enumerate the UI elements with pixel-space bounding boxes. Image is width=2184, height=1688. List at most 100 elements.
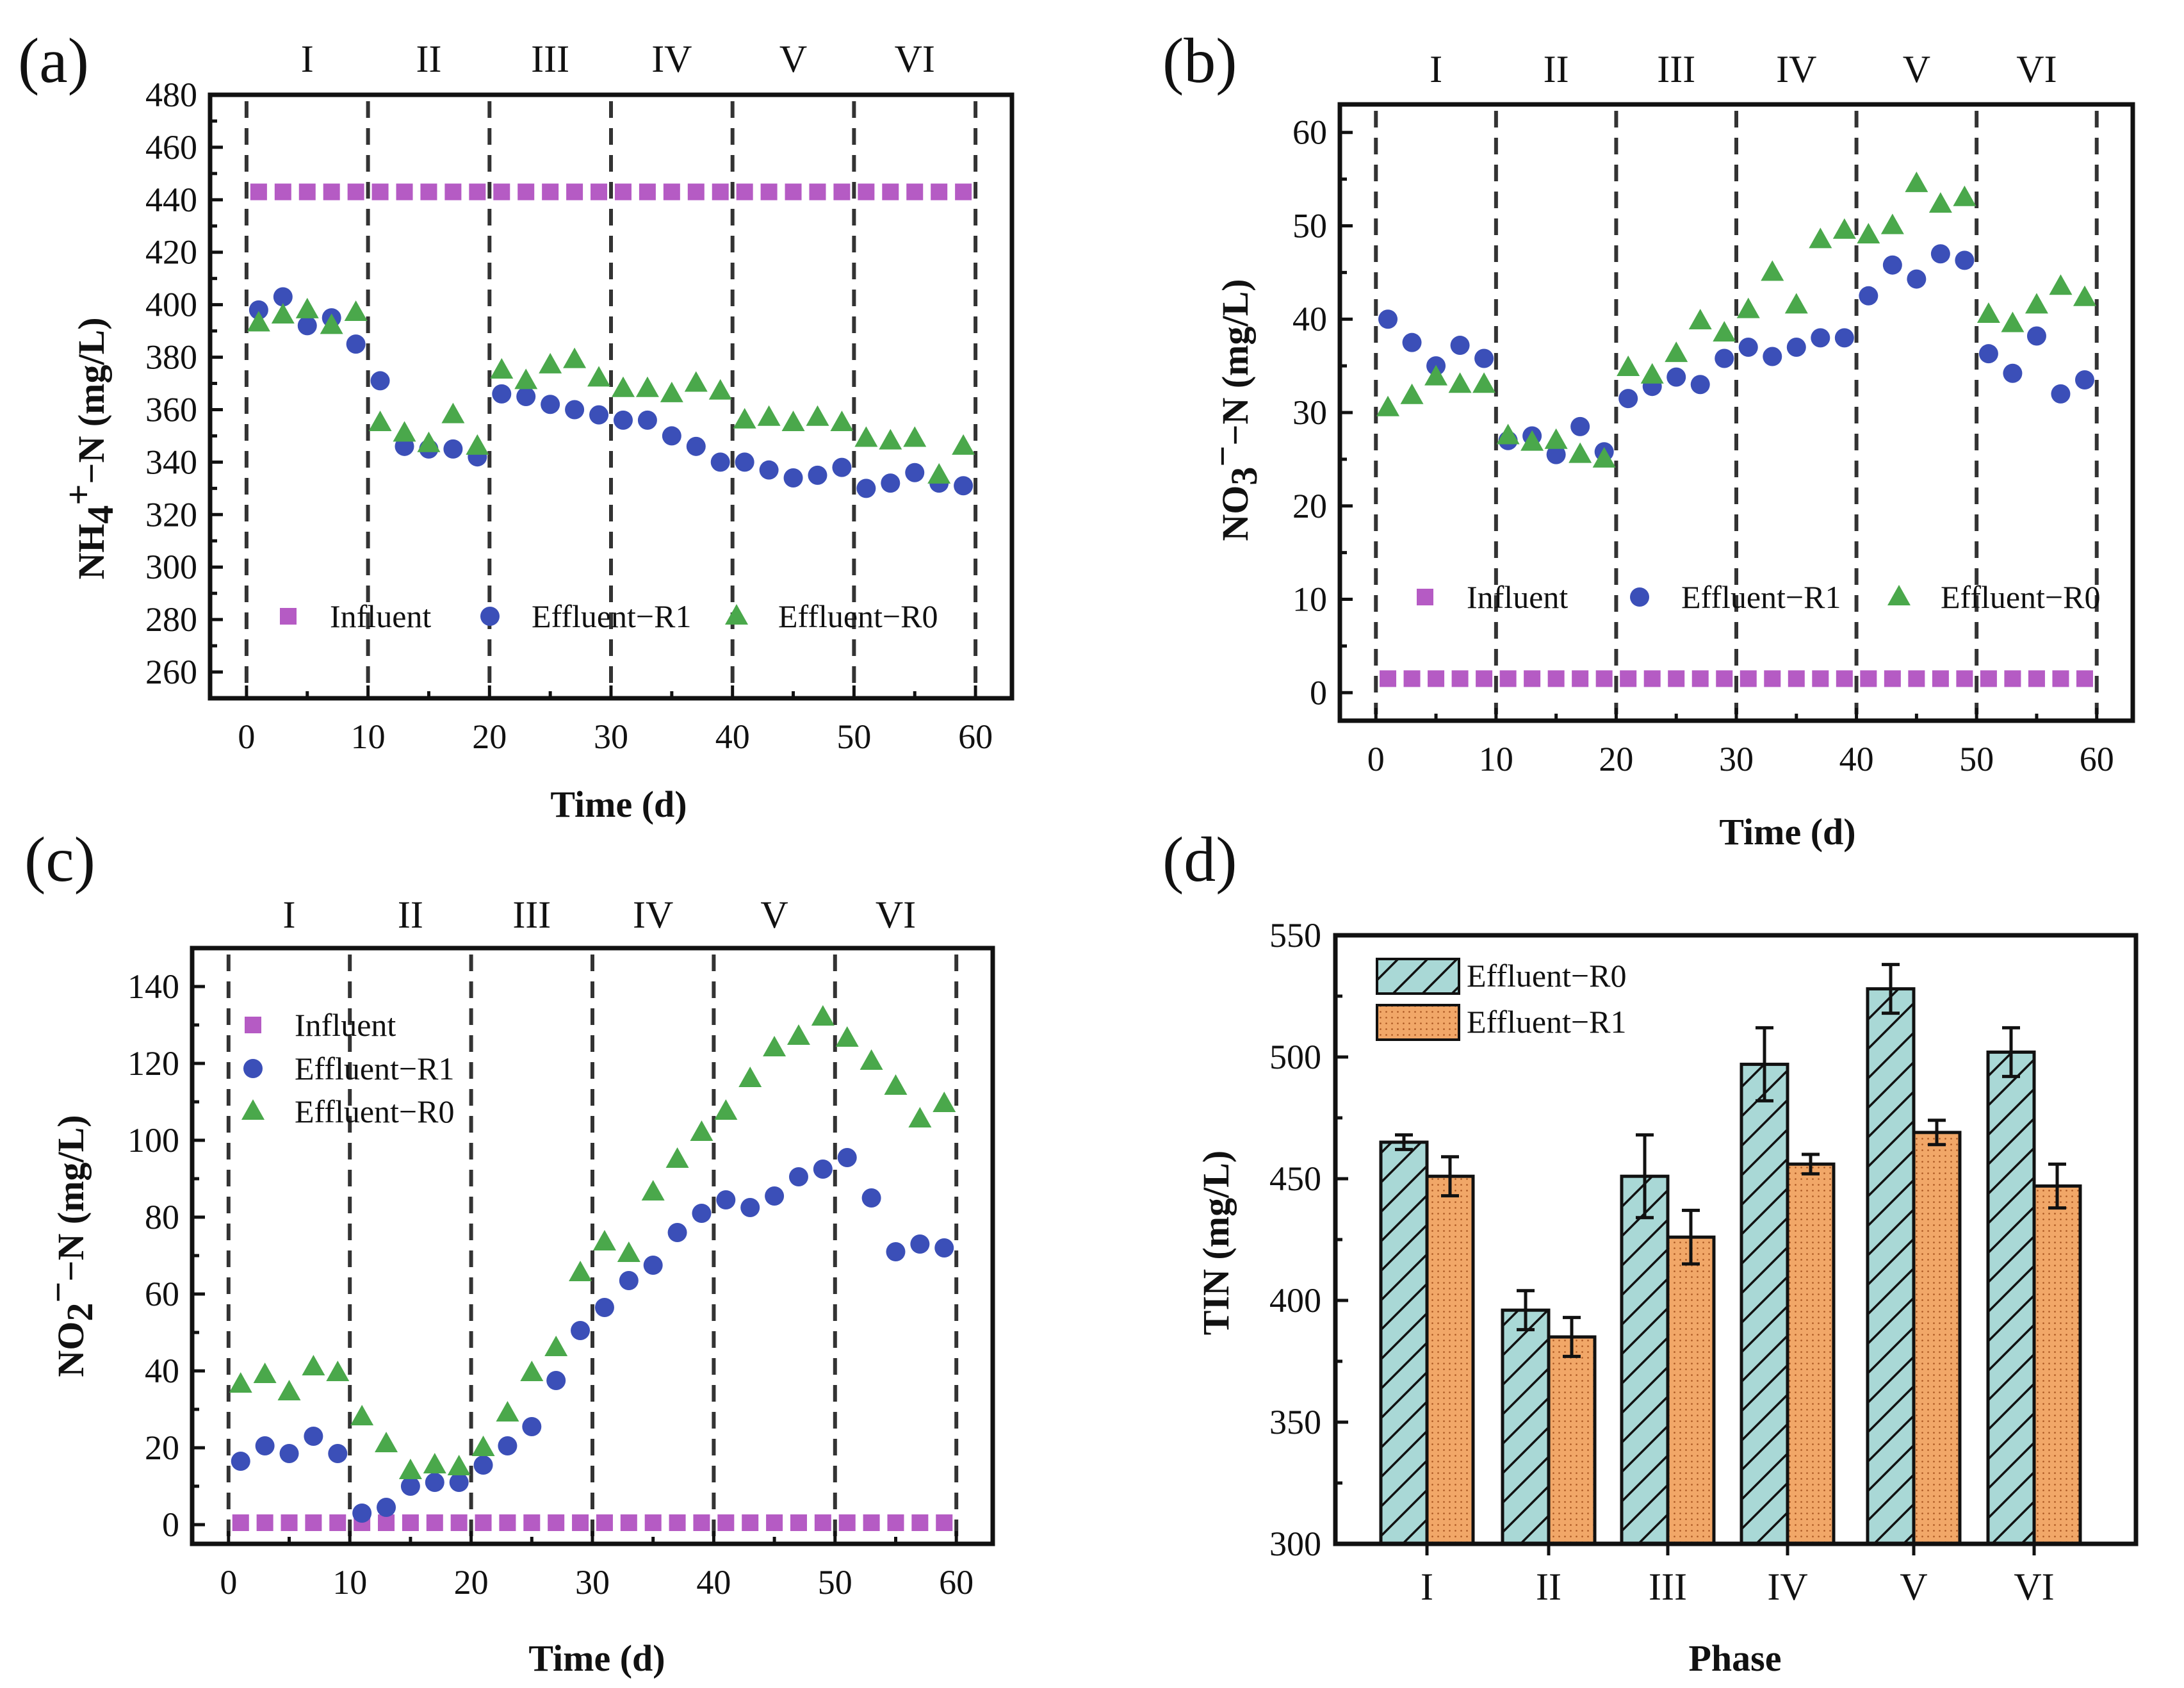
legend-swatch-outline	[1376, 958, 1460, 995]
data-point-c-circle	[571, 1321, 591, 1340]
x-axis-label-d: Phase	[1689, 1637, 1782, 1679]
data-point-b-square	[1428, 670, 1445, 687]
panel-a-phase-labels: I II III IV V VI	[301, 38, 935, 80]
data-point-b-square	[1908, 670, 1925, 687]
data-point-a-square	[298, 183, 316, 201]
data-point-a-circle	[686, 436, 706, 456]
data-point-b-circle	[1690, 375, 1710, 395]
data-point-c-triangle	[350, 1405, 374, 1425]
panel-b-label: (b)	[1162, 25, 1237, 96]
panel-a-plot: 0 10 20 30 40 50 60 260 280 300 320 340 360 380 400 420…	[145, 76, 1015, 756]
legend-swatch-outline	[1376, 1004, 1460, 1041]
data-point-c-triangle	[763, 1036, 786, 1056]
data-point-c-circle	[400, 1477, 420, 1496]
data-point-a-triangle	[271, 303, 295, 324]
data-point-b-square	[1691, 670, 1709, 687]
x-tick-label-b: 50	[1959, 740, 1994, 778]
data-point-b-square	[1403, 670, 1421, 687]
data-point-b-square	[1764, 670, 1781, 687]
x-tick-label-b: 60	[2080, 740, 2114, 778]
y-tick-label-b: 50	[1292, 206, 1327, 245]
data-point-c-circle	[667, 1223, 687, 1242]
y-tick-label-c: 120	[127, 1044, 179, 1083]
data-point-b-triangle	[1905, 171, 1928, 192]
data-point-b-square	[1980, 670, 1997, 687]
phase-label-c-5: VI	[876, 894, 916, 936]
legend-marker-square	[280, 608, 297, 625]
y-tick-label-b: 30	[1292, 393, 1327, 432]
data-point-c-circle	[788, 1167, 808, 1186]
data-point-a-triangle	[417, 431, 441, 452]
data-point-c-square	[790, 1514, 807, 1531]
data-point-c-circle	[231, 1452, 250, 1471]
data-point-c-triangle	[690, 1120, 713, 1141]
data-point-c-triangle	[496, 1401, 519, 1422]
y-tick-label-d: 500	[1269, 1038, 1321, 1076]
data-point-a-square	[955, 183, 972, 201]
data-point-c-triangle	[544, 1336, 568, 1356]
legend-d: Effluent−R0 Effluent−R1	[1376, 958, 1626, 1041]
data-point-c-triangle	[423, 1453, 446, 1473]
data-point-b-square	[1932, 670, 1949, 687]
plot-frame-d	[1333, 933, 2139, 1546]
data-point-c-circle	[377, 1498, 396, 1517]
data-point-c-square	[256, 1514, 273, 1531]
data-point-a-triangle	[563, 347, 587, 368]
data-point-b-square	[1524, 670, 1541, 687]
bar-r0-II	[1501, 1289, 1551, 1546]
phase-label-b-3: IV	[1776, 48, 1816, 90]
data-point-c-square	[572, 1514, 589, 1531]
data-point-c-triangle	[933, 1092, 956, 1112]
data-point-c-circle	[740, 1198, 760, 1217]
bar-pattern	[1914, 1132, 1960, 1544]
legend-swatch-pattern	[1377, 1005, 1459, 1040]
data-point-a-square	[712, 183, 729, 201]
data-point-c-square	[936, 1514, 953, 1531]
data-point-b-circle	[1618, 389, 1638, 409]
bar-pattern	[1622, 1176, 1668, 1544]
data-point-a-square	[858, 183, 875, 201]
legend-marker-triangle	[1887, 585, 1911, 605]
data-point-a-square	[444, 183, 462, 201]
data-point-c-triangle	[908, 1107, 932, 1127]
x-tick-label-c: 40	[696, 1563, 731, 1602]
data-point-b-triangle	[2049, 274, 2073, 295]
x-tick-label-a: 40	[715, 717, 750, 756]
data-point-c-square	[232, 1514, 249, 1531]
data-point-a-triangle	[879, 429, 902, 450]
x-tick-label-c: 60	[939, 1563, 974, 1602]
plot-frame-b	[1337, 102, 2135, 723]
data-point-b-circle	[1667, 367, 1686, 387]
data-point-c-circle	[498, 1436, 517, 1455]
data-point-a-square	[591, 183, 608, 201]
data-point-b-square	[1668, 670, 1685, 687]
data-point-b-triangle	[1569, 442, 1592, 463]
panel-c-phase-labels: I II III IV V VI	[283, 894, 917, 936]
y-tick-label-a: 260	[145, 653, 197, 691]
data-point-a-square	[760, 183, 778, 201]
y-tick-label-a: 420	[145, 233, 197, 272]
data-point-c-triangle	[786, 1024, 810, 1045]
series-c-0	[232, 1514, 953, 1531]
y-tick-label-c: 0	[162, 1505, 179, 1544]
series-b-2	[1376, 171, 2096, 468]
data-point-c-square	[620, 1514, 637, 1531]
data-point-c-triangle	[520, 1361, 544, 1381]
data-point-c-circle	[473, 1455, 493, 1475]
data-point-b-circle	[1834, 328, 1854, 348]
data-point-a-triangle	[344, 300, 368, 321]
phase-label-c-4: V	[760, 894, 788, 936]
data-point-c-triangle	[617, 1241, 640, 1262]
data-point-a-circle	[589, 405, 609, 425]
y-tick-label-a: 440	[145, 181, 197, 219]
data-point-b-triangle	[2025, 293, 2048, 314]
data-point-a-circle	[443, 439, 463, 459]
data-point-c-square	[523, 1514, 541, 1531]
y-tick-label-c: 100	[127, 1121, 179, 1159]
data-point-c-triangle	[471, 1436, 495, 1456]
data-point-b-triangle	[1376, 395, 1400, 416]
legend-marker-square	[1417, 589, 1433, 605]
x-tick-label-d-2: III	[1649, 1566, 1687, 1608]
data-point-c-square	[475, 1514, 492, 1531]
